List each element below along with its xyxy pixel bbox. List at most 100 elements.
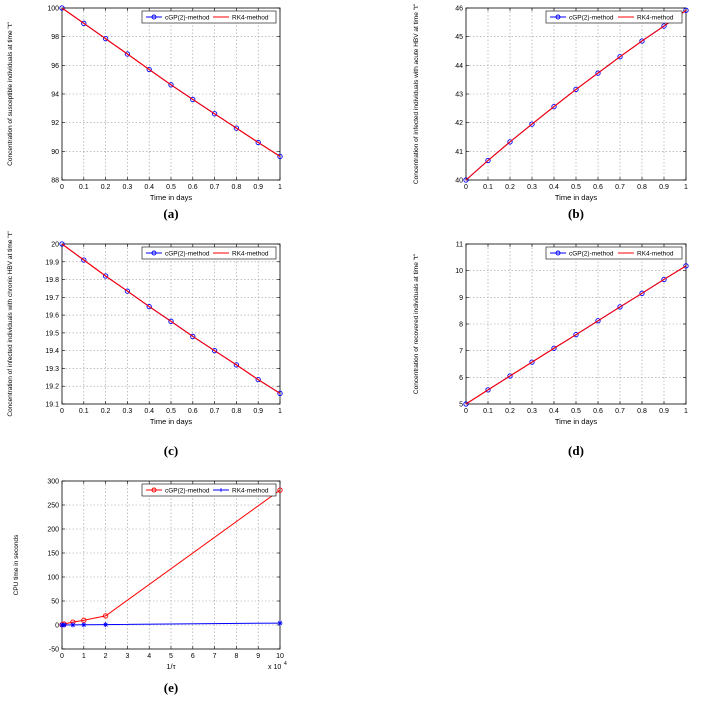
data-point (59, 241, 65, 247)
data-point (211, 348, 218, 354)
data-point (277, 390, 283, 396)
legend-label: cGP(2)-method (569, 14, 614, 21)
data-point (485, 157, 491, 164)
legend: cGP(2)-method RK4-method (141, 483, 277, 497)
y-axis-label: CPU time in seconds (13, 534, 20, 595)
x-tick-label: 7 (213, 653, 217, 660)
legend-swatch-marker (151, 250, 157, 256)
x-tick-label: 0 (60, 653, 64, 660)
x-axis-label: 1/τ (166, 662, 175, 671)
x-tick-label: 0.1 (79, 184, 89, 191)
data-point (661, 23, 667, 29)
legend: cGP(2)-method RK4-method (141, 246, 277, 260)
series-1 (59, 620, 283, 628)
data-point (102, 273, 109, 279)
y-tick-label: 50 (51, 599, 59, 606)
x-tick-label: 6 (191, 653, 195, 660)
series-line (465, 9, 687, 181)
x-tick-label: 0.1 (483, 408, 493, 415)
x-tick-label: 0.5 (571, 408, 581, 415)
x-tick-label: 1 (82, 653, 86, 660)
y-tick-label: 19.7 (45, 295, 59, 302)
x-axis-label: Time in days (555, 193, 597, 202)
x-tick-label: 0 (464, 408, 468, 415)
y-axis-label: Concentration of recovered individuals a… (413, 253, 420, 394)
x-tick-label: 0.9 (659, 408, 669, 415)
data-point (102, 613, 109, 619)
legend-label: RK4-method (637, 14, 674, 21)
y-tick-label: 150 (47, 551, 59, 558)
data-point (190, 96, 196, 103)
legend: cGP(2)-method RK4-method (141, 10, 277, 24)
data-point (81, 20, 87, 26)
y-tick-label: 92 (51, 120, 59, 127)
x-tick-label: 0.4 (549, 184, 559, 191)
data-point (233, 362, 240, 368)
data-point (146, 66, 152, 73)
x-tick-label: 0.3 (527, 184, 537, 191)
data-point (683, 263, 689, 269)
y-tick-label: 41 (455, 149, 463, 156)
x-tick-label: 0.5 (571, 184, 581, 191)
data-point (61, 622, 67, 628)
data-point (463, 401, 469, 407)
chart-c: 0 0.1 0.2 0.3 0.4 0.5 0.6 0.7 0.8 0.9 1 19.1 19.2 19.… (7, 231, 283, 458)
data-point (190, 333, 196, 340)
y-tick-label: 19.9 (45, 259, 59, 266)
x-tick-label: 5 (169, 653, 173, 660)
y-tick-label: 6 (459, 375, 463, 382)
data-point (551, 103, 557, 110)
chart-a: 0 0.1 0.2 0.3 0.4 0.5 0.6 0.7 0.8 0.9 1 88 90 92 94 96 9… (7, 5, 283, 221)
x-tick-label: 10 (276, 653, 284, 660)
y-tick-label: 43 (455, 92, 463, 99)
y-tick-label: 90 (51, 149, 59, 156)
x-tick-label: 0.8 (637, 184, 647, 191)
panel-label: (a) (163, 206, 178, 221)
y-axis-label: Concentration of infected individuals wi… (413, 3, 420, 184)
x-tick-label: 0 (60, 184, 64, 191)
legend-label: RK4-method (232, 487, 269, 494)
legend-swatch-marker (151, 487, 157, 493)
y-tick-label: 96 (51, 63, 59, 70)
x-tick-label: 0.9 (253, 408, 263, 415)
legend-box (141, 10, 277, 24)
series-1 (61, 7, 281, 157)
data-point (255, 376, 261, 383)
x-multiplier-exponent: 4 (284, 661, 287, 667)
x-tick-label: 0.7 (615, 408, 625, 415)
y-tick-label: 0 (55, 623, 59, 630)
data-point (81, 622, 87, 628)
x-tick-label: 1 (278, 184, 282, 191)
x-tick-label: 0.6 (188, 408, 198, 415)
data-point (255, 139, 261, 146)
x-tick-label: 0 (464, 184, 468, 191)
series-line (61, 7, 281, 157)
x-tick-label: 0.3 (527, 408, 537, 415)
data-point (573, 86, 579, 93)
data-point (485, 387, 491, 393)
series-1 (465, 9, 687, 181)
data-point (124, 51, 131, 57)
x-tick-label: 0.6 (593, 184, 603, 191)
x-tick-label: 0.7 (615, 184, 625, 191)
series-1 (61, 243, 281, 394)
data-point (81, 257, 87, 263)
x-tick-label: 8 (234, 653, 238, 660)
panel-label: (b) (568, 206, 584, 221)
y-tick-label: 8 (459, 322, 463, 329)
x-tick-label: 0.3 (123, 408, 133, 415)
x-tick-label: 1 (684, 184, 688, 191)
data-point (277, 153, 283, 160)
data-point (595, 70, 601, 76)
data-point (124, 288, 131, 294)
legend-label: RK4-method (637, 250, 674, 257)
y-tick-label: 19.5 (45, 330, 59, 337)
legend-label: cGP(2)-method (165, 487, 210, 494)
x-tick-label: 0.2 (101, 184, 111, 191)
y-tick-label: 100 (47, 6, 59, 13)
x-tick-label: 3 (125, 653, 129, 660)
data-point (59, 5, 65, 11)
legend-box (545, 246, 683, 260)
